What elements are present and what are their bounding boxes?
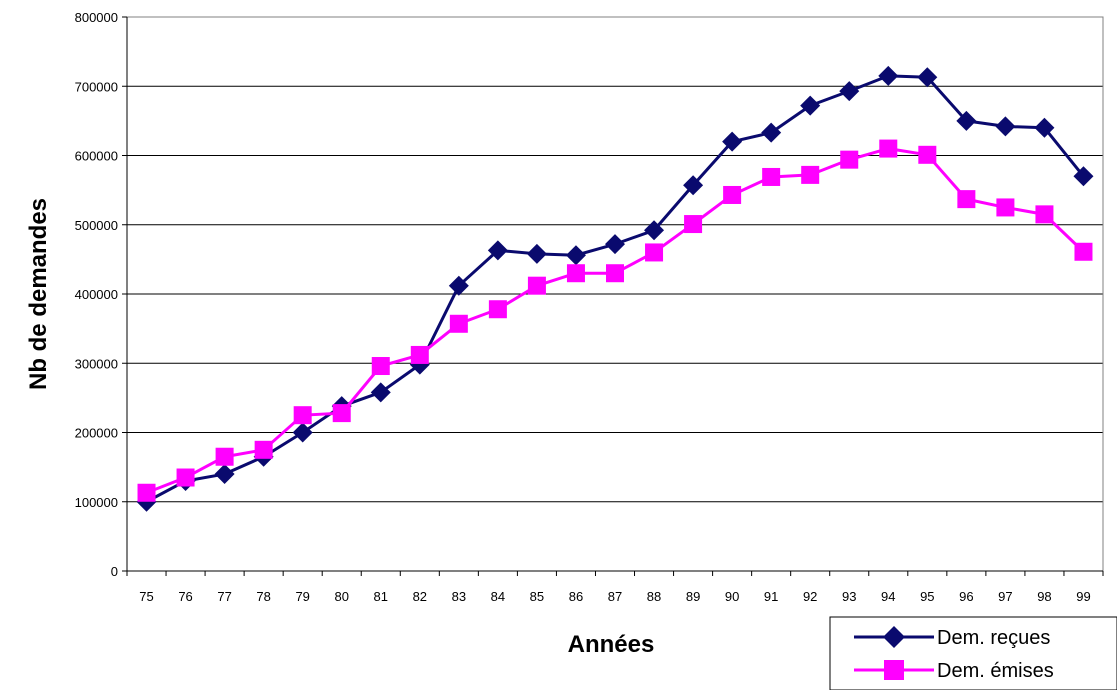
data-point: [292, 422, 313, 443]
legend-label: Dem. émises: [937, 660, 1054, 682]
legend-item: Dem. reçues: [854, 626, 1050, 649]
y-tick-label: 700000: [75, 79, 118, 94]
x-tick-label: 90: [725, 589, 739, 604]
legend-item: Dem. émises: [854, 660, 1054, 682]
series-dem-recues: [136, 65, 1094, 512]
data-point: [996, 198, 1015, 217]
data-point: [606, 264, 624, 283]
data-point: [723, 185, 742, 204]
y-axis-title: Nb de demandes: [25, 198, 52, 390]
x-tick-label: 93: [842, 589, 856, 604]
x-tick-label: 84: [491, 589, 505, 604]
data-point: [1073, 166, 1094, 187]
series-line: [145, 74, 1085, 504]
data-point: [879, 139, 898, 158]
series-group: [136, 65, 1094, 512]
x-tick-label: 75: [139, 589, 153, 604]
data-point: [370, 382, 391, 403]
data-point: [449, 314, 468, 333]
data-point: [527, 276, 546, 295]
data-point: [332, 404, 351, 423]
legend-label: Dem. reçues: [937, 627, 1050, 649]
data-point: [488, 300, 507, 319]
legend-box: [829, 616, 1117, 690]
x-tick-label: 85: [530, 589, 544, 604]
data-point: [957, 190, 976, 209]
data-point: [644, 220, 665, 241]
gridlines: [127, 85, 1103, 503]
data-point: [487, 240, 508, 261]
data-point: [176, 468, 195, 487]
data-point: [410, 345, 429, 364]
data-point: [956, 110, 977, 131]
square-marker-icon: [884, 660, 904, 680]
x-tick-label: 82: [413, 589, 427, 604]
data-point: [605, 234, 625, 255]
x-tick-label: 89: [686, 589, 700, 604]
x-tick-label: 81: [374, 589, 388, 604]
data-point: [761, 122, 782, 143]
x-tick-label: 95: [920, 589, 934, 604]
data-point: [254, 440, 273, 459]
data-point: [565, 245, 586, 266]
y-axis-ticks: 0 100000 200000 300000 400000 500000 600000 700…: [75, 10, 127, 579]
y-tick-label: 0: [111, 564, 118, 579]
data-point: [840, 150, 859, 169]
x-tick-label: 78: [256, 589, 270, 604]
data-point: [1034, 117, 1055, 138]
x-axis-title: Années: [568, 631, 655, 658]
data-point: [214, 464, 235, 485]
data-point: [878, 65, 899, 86]
data-point: [722, 131, 743, 152]
x-tick-label: 79: [295, 589, 309, 604]
x-tick-label: 91: [764, 589, 778, 604]
data-point: [800, 95, 821, 116]
x-tick-label: 76: [178, 589, 192, 604]
data-point: [566, 264, 585, 283]
x-tick-label: 92: [803, 589, 817, 604]
data-point: [1074, 242, 1093, 261]
data-point: [1035, 205, 1054, 224]
data-point: [683, 175, 704, 196]
data-point: [448, 275, 469, 296]
data-point: [918, 145, 937, 164]
x-tick-label: 97: [998, 589, 1012, 604]
legend: Dem. reçues Dem. émises: [829, 616, 1117, 690]
data-point: [371, 357, 390, 376]
data-point: [526, 243, 547, 264]
data-point: [995, 116, 1016, 137]
data-point: [215, 447, 234, 466]
data-point: [684, 215, 703, 234]
y-tick-label: 400000: [75, 287, 118, 302]
y-tick-label: 200000: [75, 426, 118, 441]
diamond-marker-icon: [883, 626, 905, 648]
y-tick-label: 300000: [75, 356, 118, 371]
x-tick-label: 87: [608, 589, 622, 604]
x-tick-label: 94: [881, 589, 895, 604]
data-point: [839, 81, 860, 102]
data-point: [762, 167, 781, 186]
x-tick-label: 77: [217, 589, 231, 604]
y-tick-label: 100000: [75, 495, 118, 510]
x-tick-label: 98: [1037, 589, 1051, 604]
data-point: [645, 243, 664, 262]
x-tick-label: 96: [959, 589, 973, 604]
x-axis-ticks: 75 76 77 78 79 80 81 82 83 84 85 86 87 88 89 90 91 92 93 94…: [126, 571, 1104, 604]
data-point: [137, 483, 156, 502]
y-tick-label: 500000: [75, 218, 118, 233]
data-point: [293, 406, 312, 425]
x-tick-label: 80: [334, 589, 348, 604]
x-tick-label: 99: [1076, 589, 1090, 604]
x-tick-label: 86: [569, 589, 583, 604]
x-tick-label: 83: [452, 589, 466, 604]
y-tick-label: 600000: [75, 149, 118, 164]
series-dem-emises: [137, 139, 1093, 502]
data-point: [801, 165, 820, 184]
data-point: [917, 67, 938, 88]
y-tick-label: 800000: [75, 10, 118, 25]
x-tick-label: 88: [647, 589, 661, 604]
